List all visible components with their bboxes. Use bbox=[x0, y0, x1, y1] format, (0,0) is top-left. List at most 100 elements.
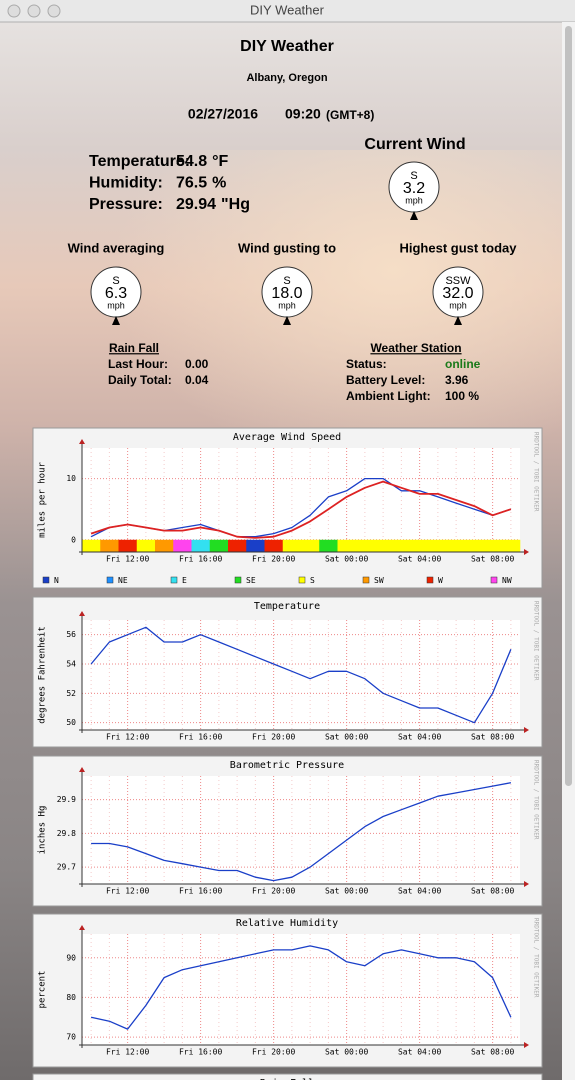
data-line bbox=[90, 626, 512, 724]
rain-title: Rain Fall bbox=[109, 341, 159, 355]
y-axis-arrow bbox=[79, 925, 85, 930]
direction-band bbox=[337, 539, 357, 552]
gauge-speed: 32.0 bbox=[442, 285, 473, 302]
chart-title: Average Wind Speed bbox=[233, 432, 341, 443]
watermark: RRDTOOL / TOBI OETIKER bbox=[533, 601, 540, 681]
x-tick-label: Sat 08:00 bbox=[471, 1048, 515, 1057]
station-label: Status: bbox=[346, 357, 387, 371]
direction-band bbox=[319, 539, 338, 552]
data-line bbox=[90, 480, 512, 539]
direction-band bbox=[100, 539, 119, 552]
x-tick-label: Fri 20:00 bbox=[252, 887, 296, 896]
location: Albany, Oregon bbox=[246, 72, 327, 84]
y-tick-label: 10 bbox=[66, 474, 76, 483]
x-tick-label: Fri 16:00 bbox=[179, 555, 223, 564]
y-axis-arrow bbox=[79, 611, 85, 616]
legend-label: NE bbox=[118, 576, 128, 585]
gauge-pointer bbox=[454, 316, 462, 325]
direction-band bbox=[209, 539, 229, 552]
chart-title: Relative Humidity bbox=[236, 918, 338, 929]
legend-label: W bbox=[438, 576, 443, 585]
y-tick-label: 90 bbox=[66, 953, 76, 962]
plot-area bbox=[82, 934, 520, 1045]
y-axis-label: miles per hour bbox=[38, 461, 48, 537]
legend-swatch bbox=[490, 576, 498, 584]
x-tick-label: Fri 16:00 bbox=[179, 733, 223, 742]
legend-label: SE bbox=[246, 576, 256, 585]
legend-swatch bbox=[298, 576, 306, 584]
x-axis-arrow bbox=[524, 549, 529, 555]
gauge-direction: S bbox=[112, 275, 119, 287]
window-title: DIY Weather bbox=[250, 2, 325, 17]
condition-label: Humidity: bbox=[89, 175, 163, 192]
gauge-speed: 3.2 bbox=[403, 180, 425, 197]
y-tick-label: 80 bbox=[66, 993, 76, 1002]
direction-band bbox=[301, 539, 320, 552]
gauge-unit: mph bbox=[278, 300, 296, 310]
y-axis-label: inches Hg bbox=[38, 806, 48, 855]
y-axis-label: percent bbox=[38, 971, 48, 1009]
gauge-direction: S bbox=[283, 275, 290, 287]
direction-band bbox=[410, 539, 430, 552]
rain-label: Last Hour: bbox=[108, 357, 168, 371]
x-tick-label: Sat 00:00 bbox=[325, 733, 369, 742]
direction-band bbox=[483, 539, 503, 552]
station-value: 100 % bbox=[445, 389, 479, 403]
y-tick-label: 56 bbox=[66, 630, 76, 639]
gauge-direction: SSW bbox=[445, 275, 471, 287]
x-axis-arrow bbox=[524, 727, 529, 733]
y-axis-arrow bbox=[79, 439, 85, 444]
rain-value: 0.04 bbox=[185, 373, 209, 387]
minimize-button[interactable] bbox=[27, 4, 41, 18]
x-tick-label: Fri 12:00 bbox=[106, 733, 150, 742]
x-tick-label: Sat 04:00 bbox=[398, 733, 442, 742]
x-tick-label: Fri 20:00 bbox=[252, 1048, 296, 1057]
date: 02/27/2016 bbox=[188, 106, 258, 122]
station-title: Weather Station bbox=[370, 341, 461, 355]
station-value: online bbox=[445, 357, 481, 371]
condition-value: 54.8 °F bbox=[176, 153, 229, 170]
close-button[interactable] bbox=[7, 4, 21, 18]
x-tick-label: Sat 04:00 bbox=[398, 1048, 442, 1057]
condition-unit: °F bbox=[212, 153, 228, 170]
chart-title: Barometric Pressure bbox=[230, 760, 344, 771]
direction-band bbox=[228, 539, 247, 552]
y-tick-label: 29.7 bbox=[57, 863, 76, 872]
direction-band bbox=[82, 539, 101, 552]
direction-band bbox=[282, 539, 302, 552]
x-tick-label: Sat 08:00 bbox=[471, 887, 515, 896]
condition-label: Temperature: bbox=[89, 153, 190, 170]
rain-label: Daily Total: bbox=[108, 373, 172, 387]
station-value: 3.96 bbox=[445, 373, 469, 387]
title-bar bbox=[0, 0, 575, 22]
zoom-button[interactable] bbox=[47, 4, 61, 18]
gauge-pointer bbox=[112, 316, 120, 325]
gauge-title: Highest gust today bbox=[399, 240, 517, 255]
legend-label: SW bbox=[374, 576, 384, 585]
y-tick-label: 52 bbox=[66, 689, 76, 698]
x-axis-arrow bbox=[524, 1042, 529, 1048]
gauge-speed: 18.0 bbox=[271, 285, 302, 302]
x-tick-label: Fri 20:00 bbox=[252, 733, 296, 742]
legend-label: S bbox=[310, 576, 315, 585]
x-axis-arrow bbox=[524, 881, 529, 887]
data-line bbox=[90, 945, 512, 1030]
chart-title: Temperature bbox=[254, 601, 320, 612]
condition-number: 29.94 bbox=[176, 196, 216, 213]
condition-number: 76.5 bbox=[176, 175, 207, 192]
scrollbar-thumb[interactable] bbox=[565, 26, 572, 786]
legend-swatch bbox=[170, 576, 178, 584]
y-tick-label: 54 bbox=[66, 660, 76, 669]
condition-label: Pressure: bbox=[89, 196, 163, 213]
direction-band bbox=[465, 539, 484, 552]
direction-band bbox=[392, 539, 411, 552]
plot-area bbox=[82, 776, 520, 884]
gauge-unit: mph bbox=[107, 300, 125, 310]
legend-swatch bbox=[42, 576, 50, 584]
watermark: RRDTOOL / TOBI OETIKER bbox=[533, 432, 540, 512]
direction-band bbox=[118, 539, 138, 552]
direction-band bbox=[355, 539, 375, 552]
legend-label: N bbox=[54, 576, 59, 585]
current-wind-title: Current Wind bbox=[364, 136, 465, 153]
